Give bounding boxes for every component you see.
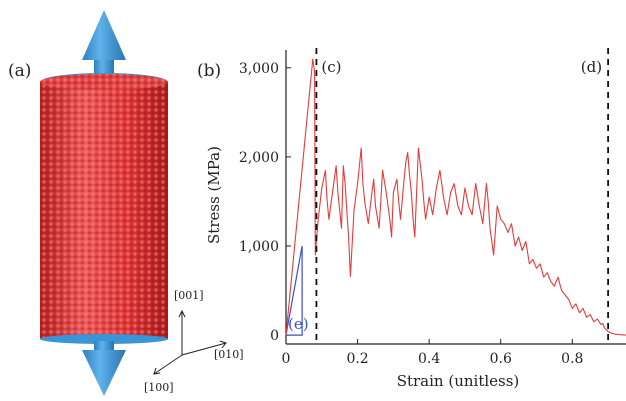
crystal-axes-triad (153, 309, 227, 375)
x-axis-title: Strain (unitless) (397, 372, 520, 390)
y-tick-label: 2,000 (239, 150, 279, 166)
dashed-marker-label: (c) (321, 58, 341, 76)
dashed-marker-label: (d) (581, 58, 602, 76)
axis-label-100: [100] (144, 381, 174, 394)
y-tick-label: 3,000 (239, 61, 279, 77)
bottom-arrow-icon (82, 341, 126, 396)
top-arrow-icon (82, 10, 126, 80)
x-tick-label: 0.8 (561, 351, 583, 367)
stress-strain-chart: 0 0.2 0.4 0.6 0.8 0 1,000 2,000 3,000 (e) (c) (d… (239, 48, 626, 367)
bottom-grip-disc (40, 334, 168, 344)
panel-label-b: (b) (197, 61, 221, 81)
x-tick-label: 0.2 (346, 351, 368, 367)
tensile-specimen (40, 10, 168, 396)
axis-label-010: [010] (214, 348, 244, 361)
x-tick-label: 0.6 (490, 351, 512, 367)
y-tick-label: 1,000 (239, 239, 279, 255)
y-tick-label: 0 (270, 328, 279, 344)
x-tick-label: 0 (282, 351, 291, 367)
x-tick-label: 0.4 (418, 351, 440, 367)
panel-label-a: (a) (8, 61, 31, 81)
stress-strain-line (285, 58, 626, 336)
slope-triangle (285, 245, 303, 336)
y-axis-title: Stress (MPa) (205, 146, 223, 244)
slope-triangle-label: (e) (288, 315, 309, 333)
axis-label-001: [001] (174, 289, 204, 302)
